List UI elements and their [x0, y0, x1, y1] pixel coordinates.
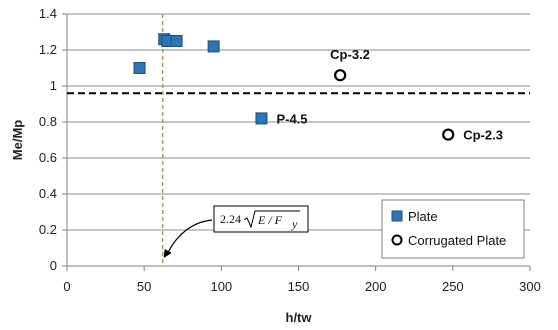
x-tick-label: 200 [365, 279, 387, 294]
legend-swatch-plate [391, 210, 403, 222]
legend-box [381, 199, 525, 259]
plate-point [255, 112, 268, 125]
x-tick-label: 100 [210, 279, 232, 294]
plate-point [133, 62, 146, 74]
point-label: Cp-3.2 [330, 47, 370, 62]
y-tick-label: 0.4 [39, 186, 57, 201]
data-points [133, 33, 455, 141]
y-tick-label: 0 [50, 258, 57, 273]
legend-swatch-corrugated-plate [391, 234, 403, 246]
y-axis-title: Me/Mp [10, 120, 25, 161]
x-tick-label: 250 [442, 279, 464, 294]
y-tick-label: 0.6 [39, 150, 57, 165]
x-tick-label: 50 [137, 279, 151, 294]
plate-point [170, 35, 183, 47]
y-tick-label: 0.2 [39, 222, 57, 237]
annotation-arrow-line [167, 219, 213, 254]
corrugated-plate-point [334, 69, 347, 82]
formula-coefficient: 2.24 [220, 212, 241, 226]
point-label: P-4.5 [276, 111, 307, 126]
axes: 0 0.2 0.4 0.6 0.8 1 1.2 1.4 0 50 100 150 200 250 300 h/… [10, 6, 541, 325]
y-tick-label: 1 [50, 78, 57, 93]
x-tick-label: 150 [288, 279, 310, 294]
formula-expression: E / F [257, 213, 283, 227]
reference-lines [67, 14, 530, 266]
plate-point [207, 40, 220, 53]
y-tick-label: 1.2 [39, 42, 57, 57]
formula-subscript: y [291, 217, 298, 231]
radical-sign [243, 210, 300, 229]
point-label: Cp-2.3 [463, 128, 503, 143]
grid [67, 13, 530, 231]
x-axis-title: h/tw [286, 310, 313, 325]
legend: Plate Corrugated Plate [381, 199, 525, 259]
x-tick-label: 0 [63, 279, 70, 294]
legend-label: Plate [408, 209, 438, 224]
point-labels: P-4.5 Cp-3.2 Cp-2.3 [276, 47, 502, 142]
y-tick-label: 0.8 [39, 114, 57, 129]
x-tick-label: 300 [519, 279, 541, 294]
annotation-arrow-head [163, 249, 172, 258]
corrugated-plate-point [442, 128, 455, 141]
y-tick-label: 1.4 [39, 6, 57, 21]
formula-box [213, 205, 309, 233]
legend-label: Corrugated Plate [408, 233, 506, 248]
annotation: 2.24 E / F y [163, 205, 309, 258]
